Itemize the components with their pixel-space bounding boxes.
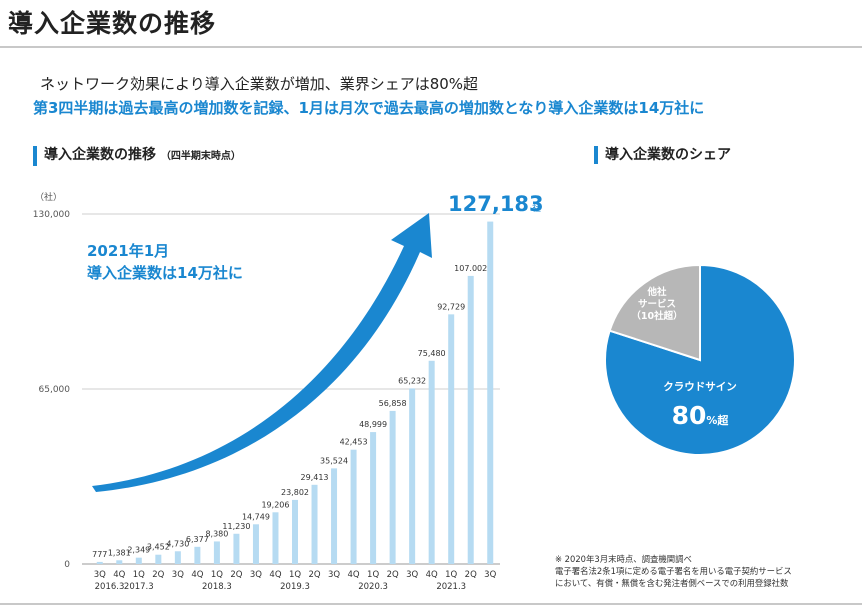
bar [350,449,357,564]
y-tick-label: 130,000 [33,210,70,220]
title-divider [0,46,862,48]
x-tick-label: 3Q [94,570,106,580]
bar [272,512,279,564]
bar-value-label: 8,380 [205,529,228,538]
bar [96,561,103,564]
bar-chart-section-title: 導入企業数の推移 （四半期末時点） [33,146,241,166]
x-period-label: 2018.3 [202,582,232,592]
bar-value-label: 23,802 [281,488,309,497]
pie-chart-section-title: 導入企業数のシェア [594,146,731,164]
x-tick-label: 4Q [191,570,203,580]
x-tick-label: 3Q [484,570,496,580]
x-period-label: 2020.3 [358,582,388,592]
subtitle-network-effect: ネットワーク効果により導入企業数が増加、業界シェアは80%超 [40,75,479,93]
bar-value-label: 75,480 [418,349,446,358]
bar-value-label: 2,349 [127,546,150,555]
x-tick-label: 4Q [426,570,438,580]
total-value: 127,183 [448,192,544,216]
bar [370,432,377,564]
callout-text: 導入企業数は14万社に [87,264,243,282]
x-tick-label: 4Q [348,570,360,580]
bar-value-label: 56,858 [379,399,407,408]
bar [155,554,162,564]
bar [174,551,181,564]
footnote-line-1: ※ 2020年3月末時点、調査機関調べ [555,554,692,564]
x-tick-label: 2Q [230,570,242,580]
x-tick-label: 4Q [269,570,281,580]
x-tick-label: 3Q [328,570,340,580]
bar-value-label: 3,452 [147,543,170,552]
bottom-divider [0,603,862,605]
x-tick-label: 1Q [367,570,379,580]
bar-value-label: 1,381 [108,548,131,557]
bar-chart-title: 導入企業数の推移 [44,147,156,163]
bar-value-label: 107.002 [454,264,487,273]
bar [292,499,298,564]
bar [233,533,240,564]
x-tick-label: 1Q [289,570,301,580]
bar-value-label: 19,206 [261,500,289,509]
x-period-label: 2017.3 [124,582,154,592]
bar [448,314,455,564]
x-tick-label: 4Q [113,570,125,580]
y-axis-unit: （社） [35,191,62,203]
total-unit: 社 [532,202,541,214]
x-tick-label: 2Q [152,570,164,580]
subtitle-q3-record: 第3四半期は過去最高の増加数を記録、1月は月次で過去最高の増加数となり導入企業数… [33,99,705,117]
bar-value-label: 11,230 [222,522,250,531]
bar-value-label: 92,729 [437,302,465,311]
footnote: ※ 2020年3月末時点、調査機関調べ 電子署名法2条1項に定める電子署名を用い… [555,553,792,589]
x-tick-label: 1Q [133,570,145,580]
x-period-label: 2019.3 [280,582,310,592]
bar [428,360,435,564]
bar-value-label: 48,999 [359,420,387,429]
growth-arrow [92,213,432,492]
y-tick-label: 65,000 [39,385,71,395]
x-period-label: 2016.3 [95,582,125,592]
bar [311,484,318,564]
bar-value-label: 65,232 [398,376,426,385]
x-tick-label: 3Q [172,570,184,580]
y-tick-label: 0 [64,560,70,570]
bar [389,410,396,564]
bar [252,524,259,564]
bar-value-label: 42,453 [340,438,368,447]
pie-chart-title: 導入企業数のシェア [605,147,731,163]
bar-value-label: 4,730 [166,539,189,548]
x-tick-label: 1Q [445,570,457,580]
bar [135,557,142,564]
bar [194,546,201,564]
callout-date: 2021年1月 [87,242,169,260]
footnote-line-2: 電子署名法2条1項に定める電子署名を用いる電子契約サービス [555,566,792,576]
x-tick-label: 2Q [308,570,320,580]
x-tick-label: 2Q [465,570,477,580]
x-period-label: 2021.3 [436,582,466,592]
bar [213,541,220,564]
x-tick-label: 3Q [250,570,262,580]
x-tick-label: 1Q [211,570,223,580]
bar [487,221,494,564]
footnote-line-3: において、有償・無償を含む発注者側ベースでの利用登録社数 [555,578,789,588]
bar-value-label: 29,413 [301,473,329,482]
bar [467,275,474,564]
bar-value-label: 35,524 [320,456,348,465]
page-title: 導入企業数の推移 [8,9,217,38]
bar [409,388,416,564]
bar-value-label: 6,377 [186,535,209,544]
bar-chart-note: （四半期末時点） [160,151,241,162]
x-tick-label: 2Q [387,570,399,580]
bar-value-label: 777 [92,550,107,559]
bar-value-label: 14,749 [242,512,270,521]
bar [116,560,123,564]
bar [331,468,338,564]
x-tick-label: 3Q [406,570,418,580]
